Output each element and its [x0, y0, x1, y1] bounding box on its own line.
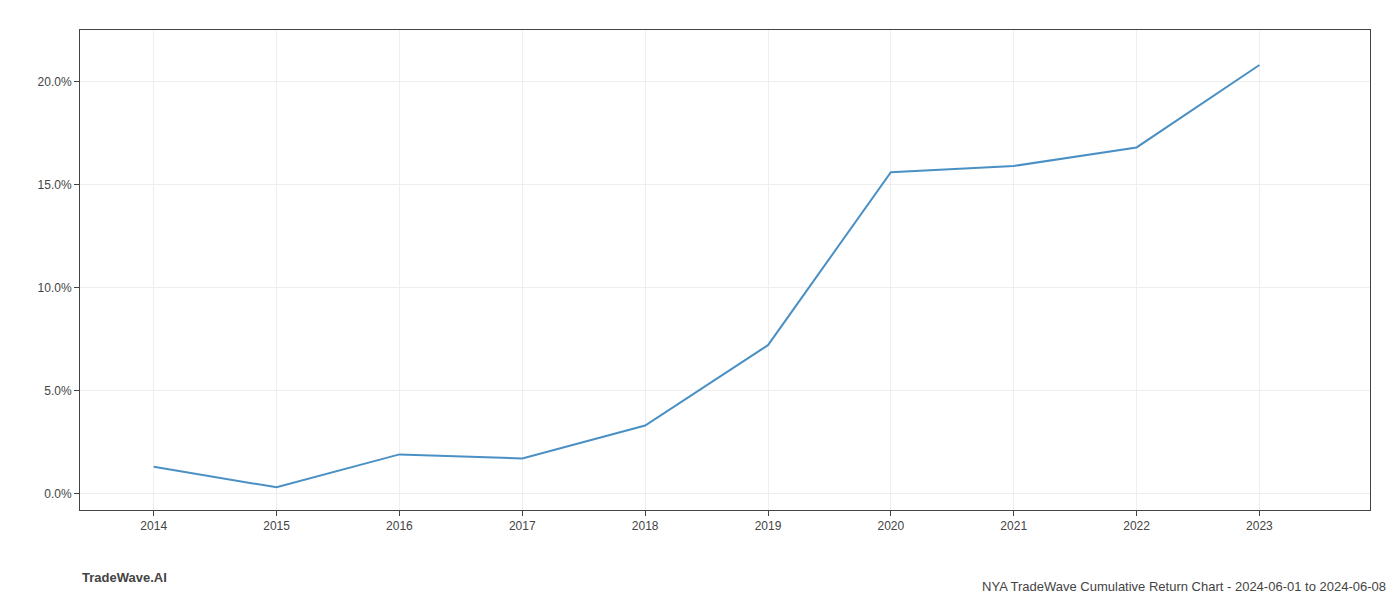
svg-text:2021: 2021: [1000, 519, 1027, 533]
svg-text:NYA TradeWave Cumulative Retur: NYA TradeWave Cumulative Return Chart - …: [982, 579, 1386, 594]
svg-text:TradeWave.AI: TradeWave.AI: [82, 570, 167, 585]
svg-text:2019: 2019: [755, 519, 782, 533]
svg-text:2015: 2015: [263, 519, 290, 533]
svg-text:2018: 2018: [632, 519, 659, 533]
svg-text:2023: 2023: [1246, 519, 1273, 533]
svg-text:20.0%: 20.0%: [38, 75, 72, 89]
svg-text:5.0%: 5.0%: [44, 384, 72, 398]
svg-text:2016: 2016: [386, 519, 413, 533]
svg-text:10.0%: 10.0%: [38, 281, 72, 295]
svg-text:2014: 2014: [140, 519, 167, 533]
svg-text:0.0%: 0.0%: [44, 487, 72, 501]
svg-text:2022: 2022: [1123, 519, 1150, 533]
svg-text:15.0%: 15.0%: [38, 178, 72, 192]
svg-text:2017: 2017: [509, 519, 536, 533]
svg-text:2020: 2020: [878, 519, 905, 533]
